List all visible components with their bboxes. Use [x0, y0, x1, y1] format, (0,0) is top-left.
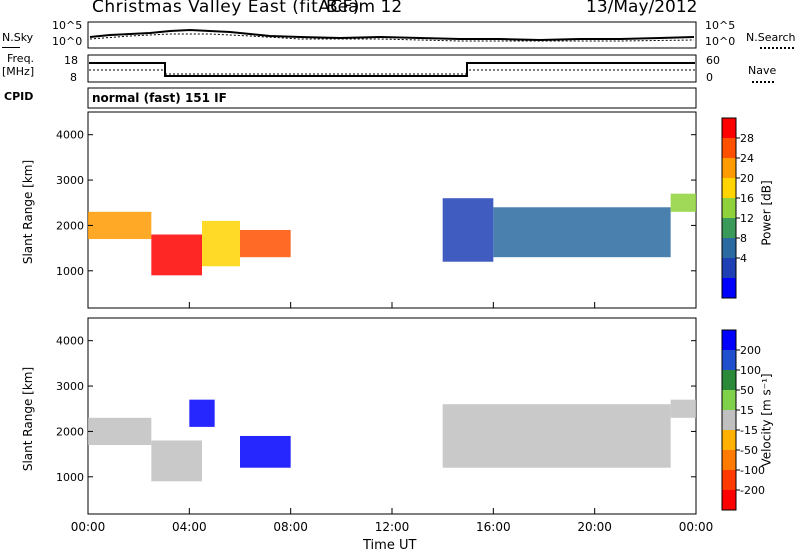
- colorbar-tick-label: -200: [740, 484, 765, 497]
- power-ylabel: Slant Range [km]: [21, 159, 36, 265]
- freq-trace: [89, 62, 695, 77]
- nave-tick-top: 60: [706, 54, 720, 67]
- beam-label: Beam 12: [326, 0, 403, 17]
- power-echo-band: [88, 211, 152, 240]
- noise-panel-frame: [87, 21, 697, 49]
- power-echo-band: [151, 234, 202, 276]
- power-echo-band: [240, 229, 291, 258]
- colorbar-segment: [722, 238, 736, 259]
- date-label: 13/May/2012: [586, 0, 698, 17]
- colorbar-tick-label: 16: [740, 192, 754, 205]
- velocity-echo-band: [240, 435, 291, 468]
- colorbar-tick-label: 50: [740, 384, 754, 397]
- power-echo-band: [202, 220, 240, 267]
- noise-tick-bottom-left: 10^0: [52, 35, 83, 48]
- colorbar-tick-label: 100: [740, 364, 761, 377]
- nsearch-label: N.Search: [746, 31, 796, 44]
- x-axis-label: Time UT: [363, 538, 417, 553]
- y-tick-label: 4000: [56, 335, 84, 348]
- colorbar-segment: [722, 330, 736, 351]
- colorbar-segment: [722, 198, 736, 219]
- nsky-legend-line: [2, 47, 20, 48]
- velocity-echo-band: [189, 399, 215, 427]
- power-echo-band: [670, 193, 696, 212]
- nave-legend-line: [752, 81, 774, 83]
- velocity-colorbar-label: Velocity [m s⁻¹]: [759, 373, 774, 467]
- colorbar-segment: [722, 118, 736, 139]
- y-tick-label: 2000: [56, 425, 84, 438]
- y-tick-label: 2000: [56, 219, 84, 232]
- velocity-echo-band: [442, 404, 671, 468]
- noise-tick-bottom-right: 10^0: [705, 35, 736, 48]
- y-tick-label: 3000: [56, 380, 84, 393]
- noise-tick-top-left: 10^5: [52, 19, 83, 32]
- colorbar-tick-label: -15: [740, 424, 758, 437]
- colorbar-segment: [722, 410, 736, 431]
- nsky-trace: [89, 28, 695, 42]
- velocity-echo-band: [151, 440, 202, 482]
- cpid-value: normal (fast) 151 IF: [92, 91, 227, 105]
- colorbar-segment: [722, 138, 736, 159]
- colorbar-segment: [722, 350, 736, 371]
- colorbar-tick-label: 200: [740, 344, 761, 357]
- colorbar-tick-label: -100: [740, 464, 765, 477]
- colorbar-tick-label: 15: [740, 404, 754, 417]
- colorbar-segment: [722, 370, 736, 391]
- freq-panel-frame: [87, 54, 697, 83]
- x-tick-label: 20:00: [577, 520, 612, 534]
- y-tick-label: 3000: [56, 174, 84, 187]
- nsky-label: N.Sky: [2, 31, 34, 44]
- freq-tick-top: 18: [64, 54, 78, 67]
- noise-tick-top-right: 10^5: [705, 19, 736, 32]
- x-tick-label: 12:00: [375, 520, 410, 534]
- nsearch-trace: [89, 33, 695, 42]
- velocity-colorbar-frame: [721, 329, 737, 511]
- x-tick-label: 16:00: [476, 520, 511, 534]
- freq-tick-bottom: 8: [70, 71, 77, 84]
- colorbar-segment: [722, 490, 736, 511]
- y-tick-label: 1000: [56, 471, 84, 484]
- chart-title: Christmas Valley East (fitACF): [92, 0, 360, 17]
- colorbar-tick-label: 24: [740, 152, 754, 165]
- x-tick-label: 08:00: [273, 520, 308, 534]
- colorbar-tick-label: 4: [740, 252, 747, 265]
- x-tick-label: 04:00: [172, 520, 207, 534]
- freq-label-1: Freq.: [7, 52, 35, 65]
- cpid-panel-frame: [87, 87, 697, 109]
- nsearch-legend-line: [760, 47, 794, 49]
- x-tick-label: 00:00: [71, 520, 106, 534]
- colorbar-segment: [722, 450, 736, 471]
- velocity-echo-band: [88, 417, 152, 446]
- freq-label-2: [MHz]: [2, 65, 35, 78]
- colorbar-tick-label: 20: [740, 172, 754, 185]
- colorbar-segment: [722, 218, 736, 239]
- colorbar-tick-label: 12: [740, 212, 754, 225]
- power-colorbar-label: Power [dB]: [759, 180, 774, 246]
- colorbar-segment: [722, 390, 736, 411]
- colorbar-tick-label: 8: [740, 232, 747, 245]
- y-tick-label: 1000: [56, 265, 84, 278]
- nave-label: Nave: [748, 64, 777, 77]
- power-echo-band: [493, 207, 671, 258]
- colorbar-segment: [722, 158, 736, 179]
- colorbar-segment: [722, 430, 736, 451]
- colorbar-segment: [722, 278, 736, 299]
- velocity-echo-band: [670, 399, 696, 418]
- power-colorbar-frame: [721, 117, 737, 299]
- colorbar-segment: [722, 258, 736, 279]
- colorbar-tick-label: -50: [740, 444, 758, 457]
- colorbar-tick-label: 28: [740, 132, 754, 145]
- velocity-ylabel: Slant Range [km]: [21, 366, 36, 472]
- colorbar-segment: [722, 178, 736, 199]
- nave-tick-bottom: 0: [706, 71, 713, 84]
- nave-trace: [89, 69, 695, 75]
- colorbar-segment: [722, 470, 736, 491]
- cpid-label: CPID: [4, 90, 34, 103]
- x-tick-label: 00:00: [679, 520, 714, 534]
- y-tick-label: 4000: [56, 129, 84, 142]
- power-echo-band: [442, 198, 494, 262]
